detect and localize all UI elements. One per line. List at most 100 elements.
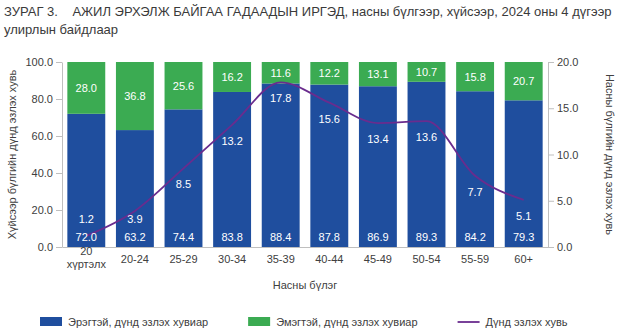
y-axis-title: Хүйсээр бүлгийн дүнд эзлэх хувь (6, 69, 18, 239)
data-label: 74.4 (173, 231, 194, 243)
data-label: 7.7 (467, 186, 482, 198)
legend-swatch (40, 317, 62, 326)
tick-label: 45-49 (364, 253, 392, 265)
data-label: 13.1 (367, 68, 388, 80)
tick-label: 40-44 (315, 253, 343, 265)
tick-mark (548, 247, 554, 248)
tick: 60.0 (32, 130, 62, 142)
data-label: 88.4 (270, 231, 291, 243)
plot-area (67, 62, 542, 247)
data-label: 36.8 (124, 90, 145, 102)
data-label: 20.7 (513, 75, 534, 87)
tick: 0.0 (38, 241, 62, 253)
tick: 5.0 (548, 195, 572, 207)
data-labels: 72.063.274.483.888.487.886.989.384.279.3… (76, 66, 535, 243)
tick-label: 100.0 (25, 56, 53, 68)
bar (359, 62, 397, 86)
title: ЗУРАГ 3. АЖИЛ ЭРХЭЛЖ БАЙГАА ГАДААДЫН ИРГ… (4, 4, 612, 37)
tick-label: 10.0 (557, 149, 578, 161)
data-label: 3.9 (127, 213, 142, 225)
tick-mark (548, 155, 554, 156)
legend-label: Дүнд эзлэх хувь (486, 316, 568, 328)
data-label: 13.6 (416, 131, 437, 143)
tick-mark (56, 210, 62, 211)
tick: 60+ (514, 247, 533, 265)
tick: 20.0 (548, 56, 578, 68)
tick: 15.0 (548, 102, 578, 114)
tick: 55-59 (461, 247, 489, 265)
axis-line (63, 247, 549, 248)
legend: Эрэгтэй, дүнд эзлэх хувиар Эмэгтэй, дүнд … (40, 316, 568, 328)
legend-item: Дүнд эзлэх хувь (458, 316, 568, 328)
data-label: 79.3 (513, 231, 534, 243)
bar (359, 86, 397, 247)
bar (262, 83, 300, 247)
tick-label: 60.0 (32, 130, 53, 142)
tick-label: 60+ (514, 253, 533, 265)
bar (116, 130, 154, 247)
tick: 20хүртэлх (67, 245, 107, 270)
tick-label: 20.0 (557, 56, 578, 68)
tick-mark (56, 99, 62, 100)
bar (116, 62, 154, 130)
axis-line (62, 63, 63, 248)
bar (213, 62, 251, 92)
bar (67, 114, 105, 247)
data-label: 89.3 (416, 231, 437, 243)
data-label: 11.6 (270, 67, 291, 79)
tick: 0.0 (548, 241, 572, 253)
tick: 20.0 (32, 204, 62, 216)
legend-swatch (248, 317, 270, 326)
tick: 25-29 (169, 247, 197, 265)
tick-label: 20-24 (121, 253, 149, 265)
data-label: 13.2 (221, 135, 242, 147)
tick-label: 0.0 (557, 241, 572, 253)
data-label: 5.1 (516, 210, 531, 222)
tick-label: 20хүртэлх (67, 245, 107, 270)
bar (408, 82, 446, 247)
data-label: 15.6 (319, 113, 340, 125)
data-label: 12.2 (319, 67, 340, 79)
tick: 80.0 (32, 93, 62, 105)
tick-mark (56, 136, 62, 137)
tick-label: 20.0 (32, 204, 53, 216)
bar (165, 62, 203, 109)
data-label: 83.8 (221, 231, 242, 243)
tick: 40-44 (315, 247, 343, 265)
data-label: 10.7 (416, 66, 437, 78)
bar (67, 62, 105, 114)
data-label: 84.2 (464, 231, 485, 243)
tick-mark (548, 201, 554, 202)
bar (165, 109, 203, 247)
tick-label: 55-59 (461, 253, 489, 265)
tick-label: 15.0 (557, 102, 578, 114)
tick-label: 30-34 (218, 253, 246, 265)
tick-label: 80.0 (32, 93, 53, 105)
data-label: 15.8 (464, 71, 485, 83)
bar (505, 100, 543, 247)
y2-axis: 0.0 5.0 10.0 15.0 20.0 (548, 56, 578, 253)
x-axis-title: Насны бүлэг (273, 279, 337, 291)
bar (456, 62, 494, 91)
bar (456, 91, 494, 247)
bar (408, 62, 446, 82)
tick-label: 0.0 (38, 241, 53, 253)
data-label: 28.0 (76, 82, 97, 94)
tick-label: 25-29 (169, 253, 197, 265)
tick: 50-54 (412, 247, 440, 265)
tick-label: 5.0 (557, 195, 572, 207)
legend-label: Эрэгтэй, дүнд эзлэх хувиар (68, 316, 208, 328)
data-label: 63.2 (124, 231, 145, 243)
tick: 30-34 (218, 247, 246, 265)
y-axis: 0.020.040.060.080.0100.0 (25, 56, 62, 253)
bar (213, 92, 251, 247)
legend-swatch (458, 321, 480, 323)
data-label: 1.2 (79, 213, 94, 225)
tick: 10.0 (548, 149, 578, 161)
data-label: 87.8 (319, 231, 340, 243)
bar (505, 62, 543, 100)
x-axis: 20хүртэлх20-2425-2930-3435-3940-4445-495… (63, 245, 549, 270)
tick: 100.0 (25, 56, 62, 68)
legend-item: Эмэгтэй, дүнд эзлэх хувиар (248, 316, 417, 328)
tick: 45-49 (364, 247, 392, 265)
